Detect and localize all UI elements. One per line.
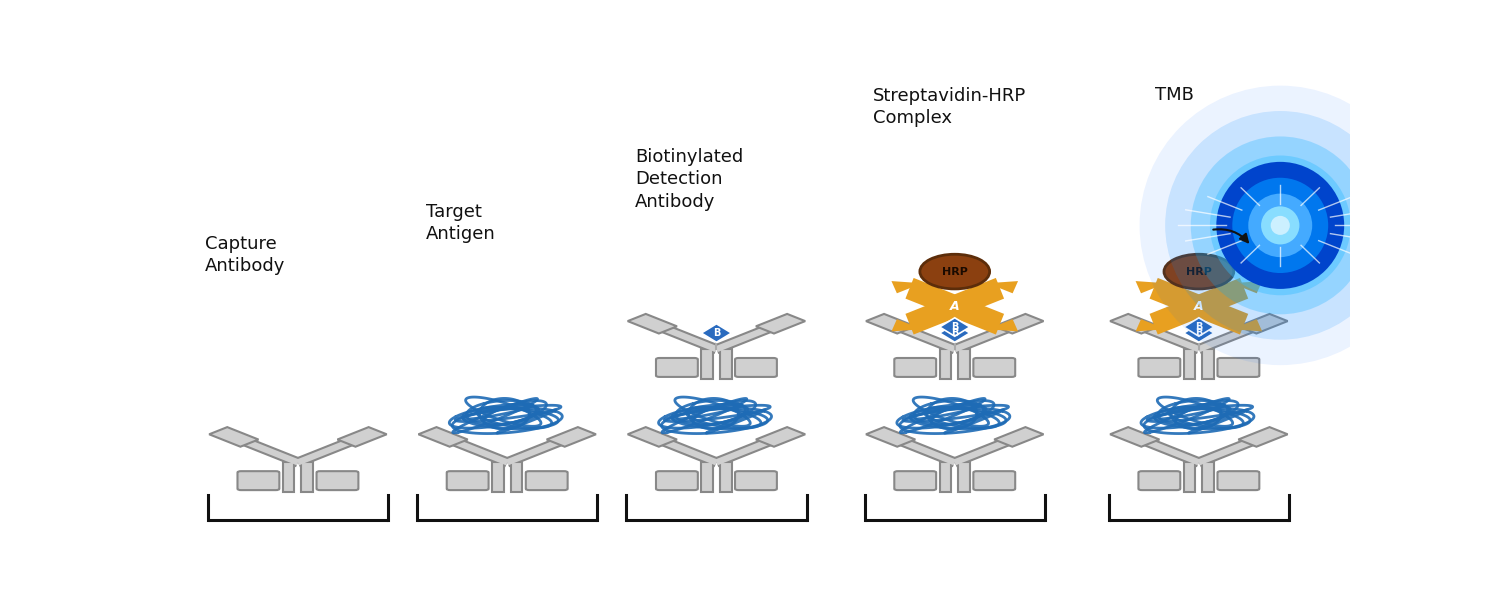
FancyBboxPatch shape — [1218, 358, 1260, 377]
FancyBboxPatch shape — [974, 471, 1016, 490]
FancyBboxPatch shape — [894, 471, 936, 490]
Polygon shape — [756, 314, 806, 334]
FancyBboxPatch shape — [1182, 299, 1216, 313]
Text: Capture
Antibody: Capture Antibody — [206, 235, 285, 275]
Polygon shape — [1239, 427, 1287, 447]
Ellipse shape — [1216, 162, 1344, 289]
FancyBboxPatch shape — [735, 358, 777, 377]
Ellipse shape — [1233, 178, 1328, 273]
Polygon shape — [891, 319, 922, 331]
FancyBboxPatch shape — [720, 463, 732, 493]
Polygon shape — [627, 427, 676, 447]
FancyBboxPatch shape — [1138, 471, 1180, 490]
Polygon shape — [1184, 324, 1214, 342]
Polygon shape — [1184, 318, 1214, 336]
FancyBboxPatch shape — [939, 349, 951, 379]
Polygon shape — [1232, 281, 1262, 293]
Polygon shape — [756, 427, 806, 447]
Polygon shape — [865, 314, 915, 334]
FancyBboxPatch shape — [938, 299, 972, 313]
FancyBboxPatch shape — [1138, 358, 1180, 377]
Ellipse shape — [1191, 136, 1370, 314]
FancyBboxPatch shape — [720, 349, 732, 379]
Ellipse shape — [1270, 216, 1290, 235]
FancyBboxPatch shape — [284, 463, 294, 493]
FancyBboxPatch shape — [447, 471, 489, 490]
Polygon shape — [546, 427, 596, 447]
Polygon shape — [987, 281, 1018, 293]
Polygon shape — [209, 427, 258, 447]
Polygon shape — [702, 324, 732, 342]
Text: A: A — [950, 300, 960, 313]
Polygon shape — [1110, 427, 1160, 447]
Ellipse shape — [1262, 206, 1299, 244]
FancyBboxPatch shape — [939, 463, 951, 493]
Polygon shape — [1110, 314, 1160, 334]
FancyBboxPatch shape — [1218, 471, 1260, 490]
Text: B: B — [1196, 328, 1203, 338]
Polygon shape — [1136, 281, 1167, 293]
FancyBboxPatch shape — [302, 463, 313, 493]
Text: HRP: HRP — [1186, 266, 1212, 277]
FancyBboxPatch shape — [1203, 349, 1214, 379]
Polygon shape — [1136, 319, 1167, 331]
Polygon shape — [865, 427, 915, 447]
FancyBboxPatch shape — [1184, 463, 1196, 493]
FancyBboxPatch shape — [510, 463, 522, 493]
Text: Biotinylated
Detection
Antibody: Biotinylated Detection Antibody — [634, 148, 744, 211]
Polygon shape — [1239, 314, 1287, 334]
Text: B: B — [951, 322, 958, 332]
FancyBboxPatch shape — [492, 463, 504, 493]
FancyBboxPatch shape — [237, 471, 279, 490]
Polygon shape — [1232, 319, 1262, 331]
Text: TMB: TMB — [1155, 86, 1194, 104]
FancyBboxPatch shape — [894, 358, 936, 377]
Polygon shape — [987, 319, 1018, 331]
Text: Streptavidin-HRP
Complex: Streptavidin-HRP Complex — [873, 87, 1026, 127]
Ellipse shape — [920, 254, 990, 289]
Polygon shape — [939, 324, 970, 342]
Polygon shape — [338, 427, 387, 447]
Ellipse shape — [1248, 194, 1312, 257]
Text: HRP: HRP — [942, 266, 968, 277]
Polygon shape — [994, 314, 1044, 334]
FancyBboxPatch shape — [316, 471, 358, 490]
Polygon shape — [994, 427, 1044, 447]
Text: B: B — [1196, 322, 1203, 332]
Ellipse shape — [1140, 86, 1420, 365]
FancyBboxPatch shape — [656, 358, 698, 377]
Polygon shape — [891, 281, 922, 293]
Polygon shape — [419, 427, 468, 447]
Text: B: B — [712, 328, 720, 338]
Text: A: A — [1194, 300, 1203, 313]
Ellipse shape — [1166, 111, 1395, 340]
FancyBboxPatch shape — [1184, 349, 1196, 379]
FancyBboxPatch shape — [702, 463, 712, 493]
FancyBboxPatch shape — [958, 463, 970, 493]
Text: Target
Antigen: Target Antigen — [426, 203, 495, 243]
FancyBboxPatch shape — [656, 471, 698, 490]
Polygon shape — [627, 314, 676, 334]
Ellipse shape — [1164, 254, 1233, 289]
FancyBboxPatch shape — [958, 349, 970, 379]
FancyBboxPatch shape — [735, 471, 777, 490]
Ellipse shape — [1210, 155, 1350, 295]
Text: B: B — [951, 328, 958, 338]
FancyBboxPatch shape — [702, 349, 712, 379]
FancyBboxPatch shape — [526, 471, 567, 490]
Polygon shape — [939, 318, 970, 336]
FancyBboxPatch shape — [974, 358, 1016, 377]
FancyBboxPatch shape — [1203, 463, 1214, 493]
